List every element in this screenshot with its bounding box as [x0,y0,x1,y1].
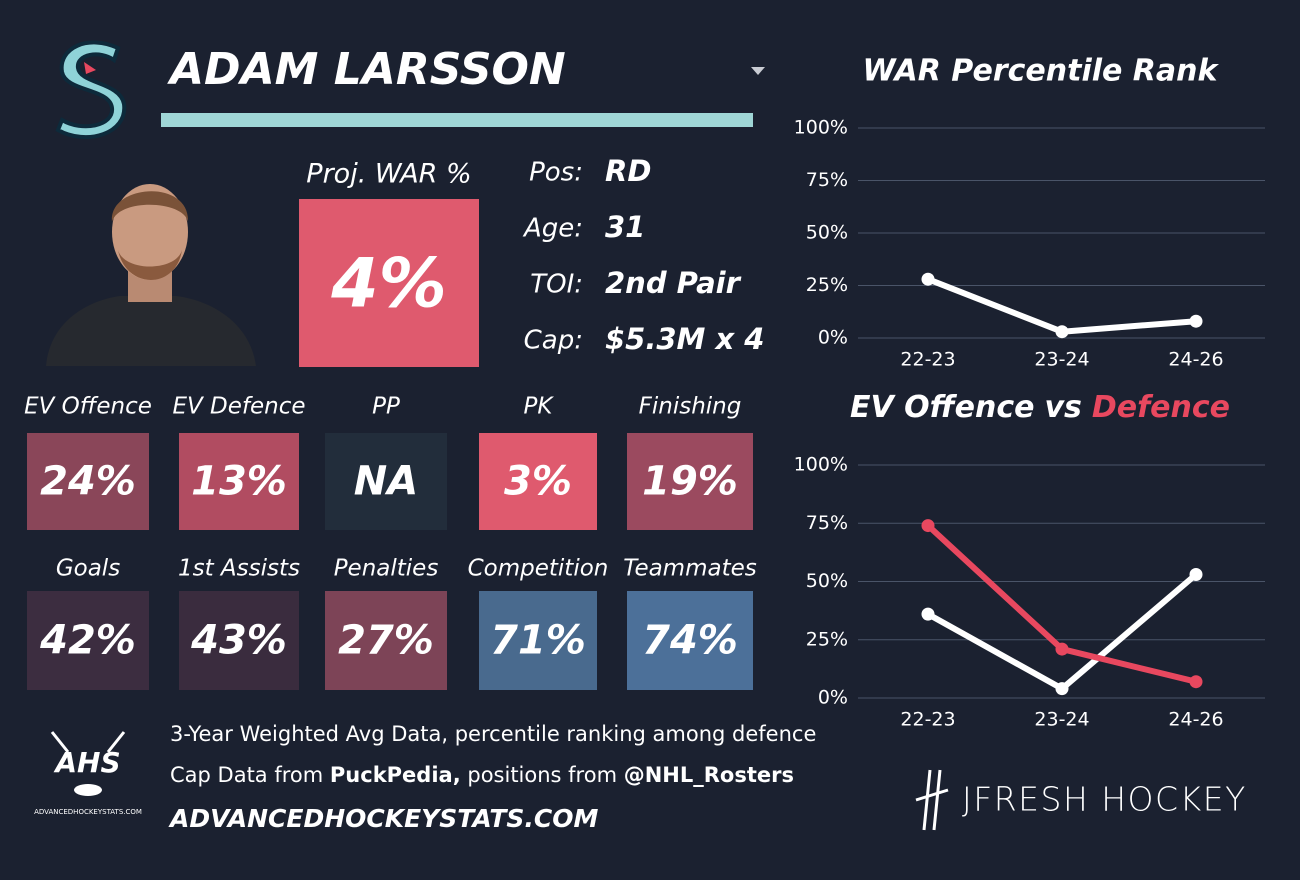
y-tick-label: 75% [806,512,848,534]
brand-logo [915,769,949,831]
ahs-logo: AHS ADVANCEDHOCKEYSTATS.COM [34,731,142,816]
tile-value: 13% [191,459,287,505]
x-tick-label: 23-24 [1034,349,1089,371]
footer-segment: @NHL_Rosters [624,763,794,787]
tile-box [627,433,753,530]
x-tick-label: 23-24 [1034,709,1089,731]
tile-value: NA [354,459,418,505]
team-logo [55,40,127,140]
bio-value: 31 [605,210,645,244]
bio-value: RD [605,154,651,188]
brand-name: JFRESH HOCKEY [962,780,1247,819]
bio-label: Pos: [529,158,583,188]
footer-segment: positions from [461,763,624,787]
tile-value: 3% [504,459,572,505]
tile-box [179,433,299,530]
y-tick-label: 100% [794,117,848,139]
y-tick-label: 25% [806,628,848,650]
y-tick-label: 100% [794,454,848,476]
data-point [921,272,935,286]
footer-line: Cap Data from PuckPedia, positions from … [170,763,794,787]
tile-label: EV Defence [172,394,305,420]
data-point [1189,568,1203,582]
name-underline [161,113,753,127]
data-point [921,519,935,533]
chart-title: EV Offence vs Defence [850,390,1230,425]
data-point [1055,642,1069,656]
footer-segment: Cap Data from [170,763,330,787]
player-name: ADAM LARSSON [167,44,566,95]
tile-value: 24% [40,459,136,505]
bio-value: 2nd Pair [605,266,742,300]
tile-label: Competition [468,556,609,582]
tile-label: EV Offence [24,394,152,420]
legend-entry: Defence [1092,390,1230,425]
tile-value: 19% [642,459,738,505]
stat-tiles: EV Offence 24% EV Defence 13% PP NA PK 3% Finish… [24,394,757,690]
legend-entry: EV Offence [850,390,1034,425]
x-tick-label: 22-23 [900,709,955,731]
x-tick-label: 24-26 [1168,349,1223,371]
tile-value: 27% [338,618,434,664]
data-point [1055,325,1069,339]
dropdown-arrow[interactable] [751,67,765,75]
bio-label: Cap: [524,326,583,356]
tile-value: 42% [39,618,136,664]
tile-label: Teammates [623,556,757,582]
ahs-logo-text: AHS [53,746,120,779]
data-point [1055,682,1069,696]
tile-box [479,591,597,690]
bio: Pos: RD Age: 31 TOI: 2nd Pair Cap: $5.3M x 4 [522,154,765,356]
chart-title: WAR Percentile Rank [863,54,1220,89]
tile-box [325,433,447,530]
projected-value: 4% [330,245,446,324]
data-point [1189,675,1203,689]
ahs-logo-sub: ADVANCEDHOCKEYSTATS.COM [34,808,142,816]
tile-box [179,591,299,690]
tile-label: PP [372,394,400,420]
y-tick-label: 0% [818,327,848,349]
data-point [921,607,935,621]
tile-value: 74% [642,618,738,664]
tile-value: 43% [190,618,287,664]
charts: WAR Percentile Rank 0% 25% 50% 75% 100% 22-23 2… [794,54,1265,731]
tile-box [479,433,597,530]
footer-segment: PuckPedia, [330,763,461,787]
tile-label: 1st Assists [178,556,300,582]
tile-label: Goals [56,556,120,582]
bio-label: TOI: [530,270,583,300]
tile-box [627,591,753,690]
x-tick-label: 24-26 [1168,709,1223,731]
projected-label: Proj. WAR % [306,159,471,190]
projected-box [299,199,479,367]
footer-line: 3-Year Weighted Avg Data, percentile ran… [170,722,816,746]
tile-box [27,591,149,690]
title-joiner: vs [1044,390,1081,425]
y-tick-label: 0% [818,687,848,709]
tile-label: PK [524,394,555,420]
player-photo [46,184,256,366]
footer-site: ADVANCEDHOCKEYSTATS.COM [168,804,599,833]
x-tick-label: 22-23 [900,349,955,371]
y-tick-label: 50% [806,222,848,244]
tile-box [325,591,447,690]
bio-value: $5.3M x 4 [605,322,765,356]
y-tick-label: 75% [806,169,848,191]
y-tick-label: 50% [806,570,848,592]
y-tick-label: 25% [806,274,848,296]
tile-label: Finishing [639,394,742,420]
tile-value: 71% [490,618,586,664]
data-point [1189,314,1203,328]
tile-box [27,433,149,530]
tile-label: Penalties [334,556,439,582]
bio-label: Age: [522,214,583,244]
